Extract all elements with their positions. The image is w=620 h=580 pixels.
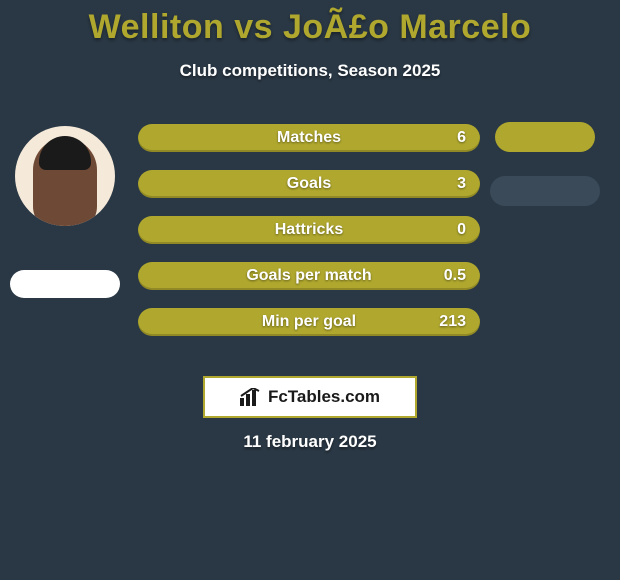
player-right-pill-2 [490, 176, 600, 206]
player-left-block [10, 126, 120, 298]
stat-label: Goals [287, 175, 331, 193]
player-right-pill-1 [495, 122, 595, 152]
player-right-block [490, 122, 600, 206]
stat-bar: Hattricks 0 [138, 216, 480, 244]
stat-value: 3 [457, 175, 466, 193]
stat-bar: Min per goal 213 [138, 308, 480, 336]
stat-bar: Matches 6 [138, 124, 480, 152]
player-left-name-pill [10, 270, 120, 298]
subtitle: Club competitions, Season 2025 [0, 61, 620, 81]
stat-label: Hattricks [275, 221, 343, 239]
brand-chart-icon [240, 388, 262, 406]
stat-label: Matches [277, 129, 341, 147]
page-title: Welliton vs JoÃ£o Marcelo [0, 0, 620, 47]
stat-bar: Goals per match 0.5 [138, 262, 480, 290]
avatar [15, 126, 115, 226]
stat-value: 0.5 [444, 267, 466, 285]
stat-value: 213 [439, 313, 466, 331]
footer-column: FcTables.com 11 february 2025 [0, 354, 620, 452]
stat-value: 0 [457, 221, 466, 239]
stat-value: 6 [457, 129, 466, 147]
avatar-head [33, 138, 97, 226]
date: 11 february 2025 [243, 432, 376, 452]
stat-bar: Goals 3 [138, 170, 480, 198]
infographic-stage: Welliton vs JoÃ£o Marcelo Club competiti… [0, 0, 620, 580]
stat-label: Min per goal [262, 313, 356, 331]
stats-bars: Matches 6 Goals 3 Hattricks 0 Goals per match 0… [138, 124, 480, 336]
brand-label: FcTables.com [268, 387, 380, 407]
brand-box[interactable]: FcTables.com [203, 376, 417, 418]
stat-label: Goals per match [246, 267, 371, 285]
